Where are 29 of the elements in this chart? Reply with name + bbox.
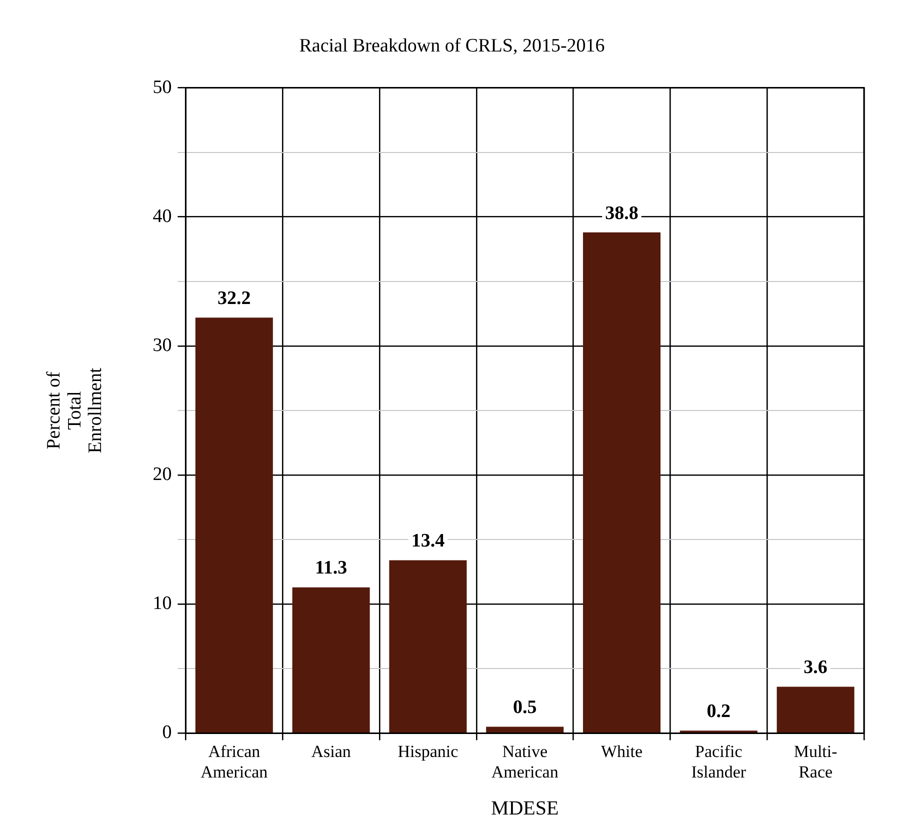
- x-tick-label: Asian: [311, 742, 352, 761]
- chart-title: Racial Breakdown of CRLS, 2015-2016: [299, 35, 605, 56]
- bar: [776, 686, 854, 733]
- y-axis-title: Percent of Total Enrollment: [43, 367, 106, 454]
- data-label: 32.2: [218, 288, 251, 309]
- x-tick-label: Native American: [491, 742, 559, 782]
- y-tick-label: 30: [152, 334, 172, 356]
- y-tick-label: 40: [152, 206, 172, 227]
- y-tick-label: 10: [152, 593, 172, 614]
- y-tick-label: 50: [152, 76, 172, 98]
- bar: [582, 232, 661, 733]
- data-label: 38.8: [605, 202, 638, 224]
- bar: [486, 726, 564, 733]
- x-tick-label: White: [600, 742, 643, 761]
- data-label: 3.6: [804, 657, 828, 678]
- bar: [195, 318, 273, 733]
- bar: [389, 560, 467, 733]
- x-tick-label: African American: [200, 742, 268, 782]
- data-label: 0.2: [706, 701, 731, 722]
- y-tick-label: 0: [162, 722, 172, 744]
- data-label: 0.5: [512, 697, 537, 718]
- x-tick-label: Pacific Islander: [691, 742, 746, 782]
- bar: [292, 587, 370, 733]
- y-tick-label: 20: [152, 464, 172, 486]
- data-label: 11.3: [314, 558, 348, 579]
- data-label: 13.4: [411, 530, 446, 552]
- x-tick-label: Hispanic: [398, 742, 459, 761]
- x-axis-title: MDESE: [490, 797, 559, 820]
- x-tick-label: Multi-Race: [794, 742, 838, 782]
